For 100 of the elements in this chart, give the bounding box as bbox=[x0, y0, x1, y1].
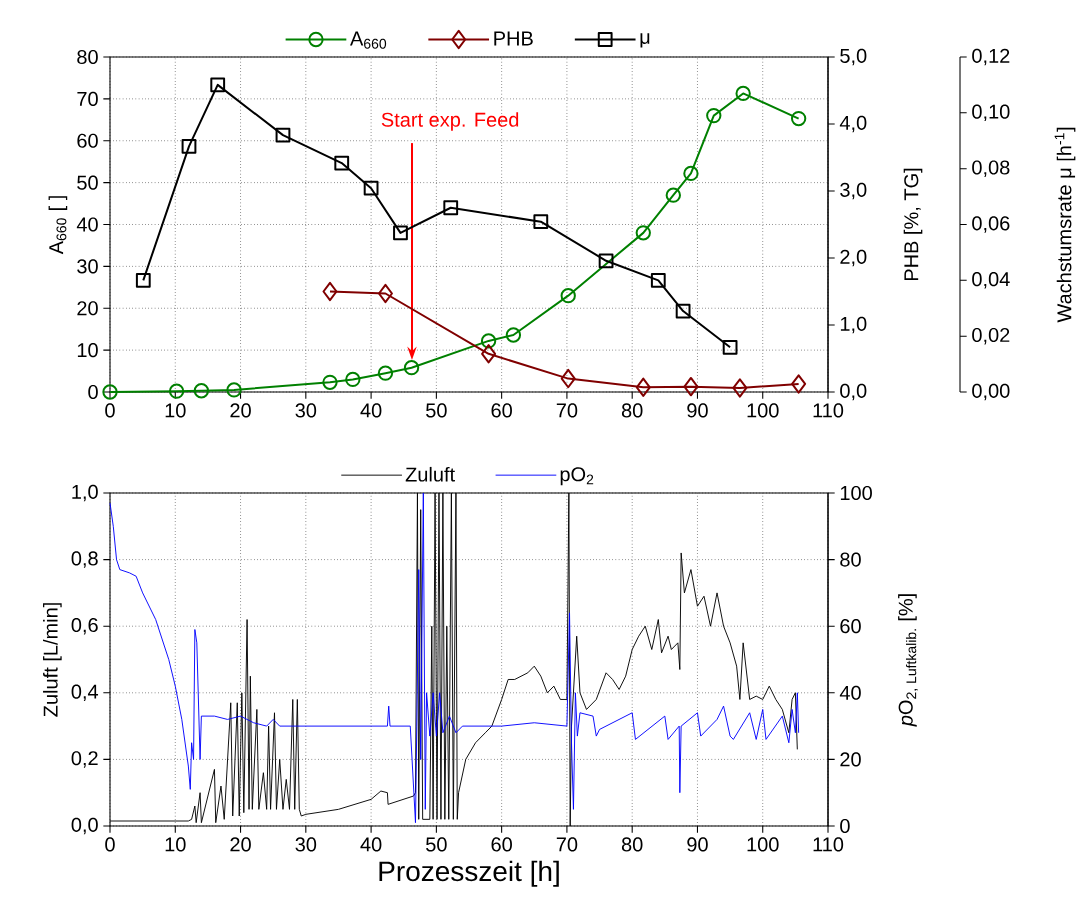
y2-tick-label: 40 bbox=[839, 685, 861, 700]
point bbox=[635, 225, 651, 241]
y3-tick-label: 0,02 bbox=[972, 327, 1010, 345]
x-tick-label: 60 bbox=[491, 837, 512, 852]
y-tick-label: 0,6 bbox=[71, 617, 98, 635]
y2-tick-label: 20 bbox=[840, 752, 861, 767]
point bbox=[505, 327, 522, 343]
y3-tick-label: 0,08 bbox=[972, 160, 1010, 177]
point bbox=[181, 138, 197, 154]
point bbox=[102, 384, 118, 400]
x-tick-label: 80 bbox=[621, 403, 643, 418]
y-tick-label: 40 bbox=[76, 217, 98, 232]
legend-label: A$_{660}$ bbox=[350, 31, 387, 49]
point bbox=[533, 214, 549, 230]
point bbox=[443, 200, 459, 216]
point bbox=[363, 180, 379, 196]
x-tick-label: 110 bbox=[813, 837, 844, 852]
y3-tick-label: 0,04 bbox=[972, 272, 1010, 289]
x-tick-label: 70 bbox=[556, 837, 578, 852]
point bbox=[322, 281, 338, 302]
point bbox=[722, 339, 738, 355]
x-tick-label: 20 bbox=[230, 403, 251, 418]
point bbox=[650, 272, 666, 288]
x-tick-label: 10 bbox=[165, 403, 186, 418]
y-tick-label: 0,8 bbox=[71, 551, 98, 568]
point bbox=[560, 368, 576, 389]
point bbox=[481, 344, 497, 364]
point bbox=[560, 288, 576, 304]
y3-axis-title: Wachstumsrate μ [h$^{-1}$] bbox=[1054, 127, 1076, 323]
y2-tick-label: 1,0 bbox=[840, 316, 867, 334]
point bbox=[635, 377, 651, 397]
y-tick-label: 0,4 bbox=[71, 684, 99, 702]
point bbox=[598, 253, 614, 269]
x-tick-label: 50 bbox=[426, 837, 447, 852]
y2-tick-label: 3,0 bbox=[840, 182, 867, 200]
y2-tick-label: 100 bbox=[840, 485, 872, 501]
x-axis-title: Prozesszeit [h] bbox=[379, 860, 559, 887]
y2-tick-label: 80 bbox=[840, 552, 861, 567]
point bbox=[735, 85, 751, 102]
x-tick-label: 0 bbox=[105, 837, 115, 852]
y-tick-label: 80 bbox=[77, 49, 98, 65]
legend-label: μ bbox=[640, 33, 650, 48]
y-tick-label: 20 bbox=[77, 301, 98, 316]
annotation: Start exp. Feed bbox=[381, 112, 519, 131]
point bbox=[193, 383, 210, 399]
x-tick-label: 20 bbox=[230, 837, 251, 852]
point bbox=[168, 383, 185, 399]
x-tick-label: 40 bbox=[360, 403, 382, 418]
point bbox=[732, 378, 748, 398]
y2-tick-label: 60 bbox=[840, 619, 861, 634]
y2-tick-label: 0 bbox=[840, 818, 850, 834]
y-tick-label: 0,2 bbox=[71, 751, 98, 768]
point bbox=[226, 382, 242, 398]
point bbox=[275, 127, 291, 143]
point bbox=[480, 333, 497, 349]
point bbox=[334, 155, 350, 171]
point bbox=[791, 374, 807, 394]
x-tick-label: 100 bbox=[747, 837, 779, 852]
x-tick-label: 0 bbox=[105, 403, 115, 418]
x-tick-label: 90 bbox=[687, 403, 708, 418]
y-tick-label: 50 bbox=[77, 175, 98, 190]
point bbox=[665, 187, 681, 203]
x-tick-label: 80 bbox=[621, 837, 643, 852]
x-tick-label: 60 bbox=[491, 403, 512, 418]
y-tick-label: 0 bbox=[88, 384, 98, 400]
point bbox=[675, 303, 691, 319]
x-tick-label: 10 bbox=[165, 837, 186, 852]
point bbox=[135, 272, 151, 288]
point bbox=[683, 165, 699, 182]
y-tick-label: 1,0 bbox=[72, 484, 98, 502]
point bbox=[790, 110, 807, 127]
y-axis-title: Zuluft [L/min] bbox=[43, 603, 62, 717]
y3-tick-label: 0,10 bbox=[972, 104, 1010, 122]
x-tick-label: 50 bbox=[426, 403, 447, 418]
x-tick-label: 70 bbox=[556, 403, 578, 418]
x-tick-label: 100 bbox=[747, 403, 779, 418]
y-tick-label: 30 bbox=[77, 259, 98, 274]
y2-tick-label: 2,0 bbox=[840, 249, 867, 267]
point bbox=[322, 374, 338, 391]
x-tick-label: 90 bbox=[687, 837, 708, 852]
y2-tick-label: 0,0 bbox=[840, 383, 867, 401]
y2-axis-title: $\textit{p}\text{O}_{\text{2, Luftkalib.}}\ \text{[\%]}$ bbox=[898, 594, 918, 727]
x-tick-label: 30 bbox=[295, 403, 317, 418]
legend-label: Zuluft bbox=[405, 466, 455, 482]
y-tick-label: 60 bbox=[77, 133, 98, 148]
y3-tick-label: 0,00 bbox=[972, 383, 1010, 401]
point bbox=[393, 225, 408, 241]
y-tick-label: 70 bbox=[77, 91, 98, 106]
y-axis-title: A$_{660}$ [ ] bbox=[48, 196, 68, 255]
y-tick-label: 0,0 bbox=[71, 817, 98, 835]
legend-label: PHB bbox=[494, 31, 533, 46]
y-tick-label: 10 bbox=[77, 343, 98, 358]
y3-tick-label: 0,12 bbox=[972, 48, 1010, 66]
y2-tick-label: 4,0 bbox=[839, 115, 867, 133]
point bbox=[377, 365, 394, 381]
x-tick-label: 30 bbox=[295, 837, 317, 852]
point bbox=[210, 77, 226, 93]
point bbox=[345, 371, 361, 388]
point bbox=[403, 360, 420, 376]
x-tick-label: 40 bbox=[360, 837, 382, 852]
